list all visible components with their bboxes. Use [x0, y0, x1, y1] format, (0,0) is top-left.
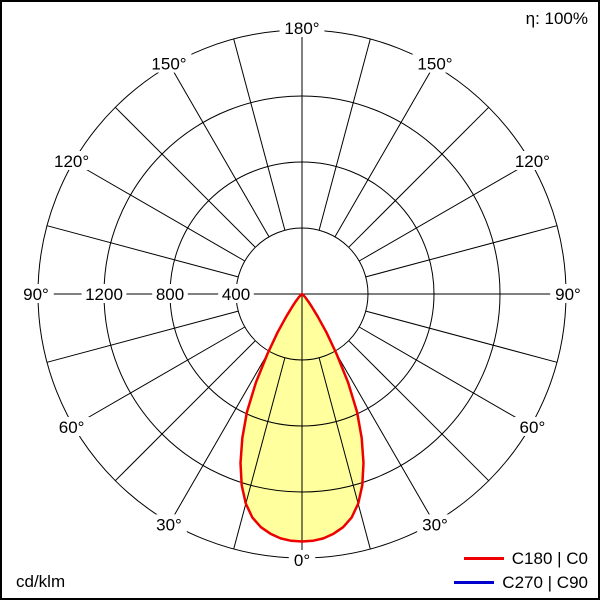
angle-label-120-left: 120°: [54, 152, 89, 171]
legend-label-c90: C270 | C90: [502, 572, 588, 592]
grid-spoke-75: [365, 310, 558, 363]
angle-label-30-left-bg: [151, 514, 187, 534]
angle-label-150-left: 150°: [151, 55, 186, 74]
grid-spoke-120: [358, 161, 531, 262]
grid-spoke-60: [358, 326, 531, 427]
grid-spoke-330: [169, 350, 270, 523]
angle-label-150-left-bg: [146, 53, 192, 73]
angle-label-180-bg: [279, 18, 325, 37]
grid-spoke-195: [233, 38, 286, 231]
grid-spoke-210: [169, 65, 270, 238]
grid-spoke-315: [114, 340, 256, 482]
efficiency-label: η: 100%: [525, 9, 588, 28]
angle-label-180: 180°: [284, 19, 319, 38]
grid-spoke-135: [348, 106, 490, 248]
legend-item-c270-c90: C270 | C90: [454, 570, 588, 594]
grid-spoke-240: [73, 161, 246, 262]
angle-label-0-bg: [288, 550, 316, 569]
grid-spoke-105: [365, 225, 558, 278]
angle-label-120-left-bg: [49, 151, 94, 170]
angle-label-60-left-bg: [53, 417, 90, 436]
grid-spoke-225: [114, 106, 256, 248]
radial-tick-1200-bg: [81, 284, 127, 303]
angle-label-30-right: 30°: [422, 515, 448, 534]
radial-tick-400-bg: [218, 284, 254, 303]
angle-label-90-left-bg: [18, 284, 54, 303]
angle-label-60-left: 60°: [59, 418, 85, 437]
grid-spoke-30: [334, 350, 435, 523]
radial-tick-400: 400: [222, 285, 250, 304]
angle-label-150-right: 150°: [417, 55, 452, 74]
legend-item-c180-c0: C180 | C0: [463, 546, 588, 570]
angle-label-90-left: 90°: [23, 285, 49, 304]
legend: C180 | C0 C270 | C90: [454, 546, 588, 594]
grid-spoke-165: [318, 38, 371, 231]
polar-grid: [37, 29, 567, 559]
grid-spoke-45: [348, 340, 490, 482]
grid-spoke-285: [46, 310, 239, 363]
radial-tick-800-bg: [152, 284, 188, 303]
angle-label-150-right-bg: [412, 53, 458, 73]
grid-spoke-150: [334, 65, 435, 238]
intensity-curve: [239, 292, 365, 543]
legend-line-c0: [463, 556, 504, 560]
axis-labels: 400 800 1200 0° 30° 30° 60° 60° 90° 90° 120° 120° 15…: [18, 18, 586, 570]
angle-label-30-left: 30°: [156, 515, 182, 534]
angle-label-60-right-bg: [514, 417, 551, 436]
grid-spoke-345: [233, 357, 286, 550]
angle-label-60-right: 60°: [520, 418, 546, 437]
angle-label-0: 0°: [294, 551, 310, 570]
angle-label-30-right-bg: [417, 514, 453, 534]
radial-tick-1200: 1200: [85, 285, 123, 304]
grid-spoke-15: [318, 357, 371, 550]
angle-label-90-right-bg: [550, 284, 586, 303]
legend-line-c90: [454, 580, 495, 584]
angle-label-90-right: 90°: [555, 285, 581, 304]
radial-tick-800: 800: [156, 285, 184, 304]
legend-label-c0: C180 | C0: [511, 548, 588, 568]
angle-label-120-right-bg: [510, 151, 555, 170]
grid-spoke-300: [73, 326, 246, 427]
intensity-curve-outline: [239, 292, 365, 543]
unit-label: cd/klm: [16, 572, 66, 591]
grid-spoke-255: [46, 225, 239, 278]
angle-label-120-right: 120°: [515, 152, 550, 171]
